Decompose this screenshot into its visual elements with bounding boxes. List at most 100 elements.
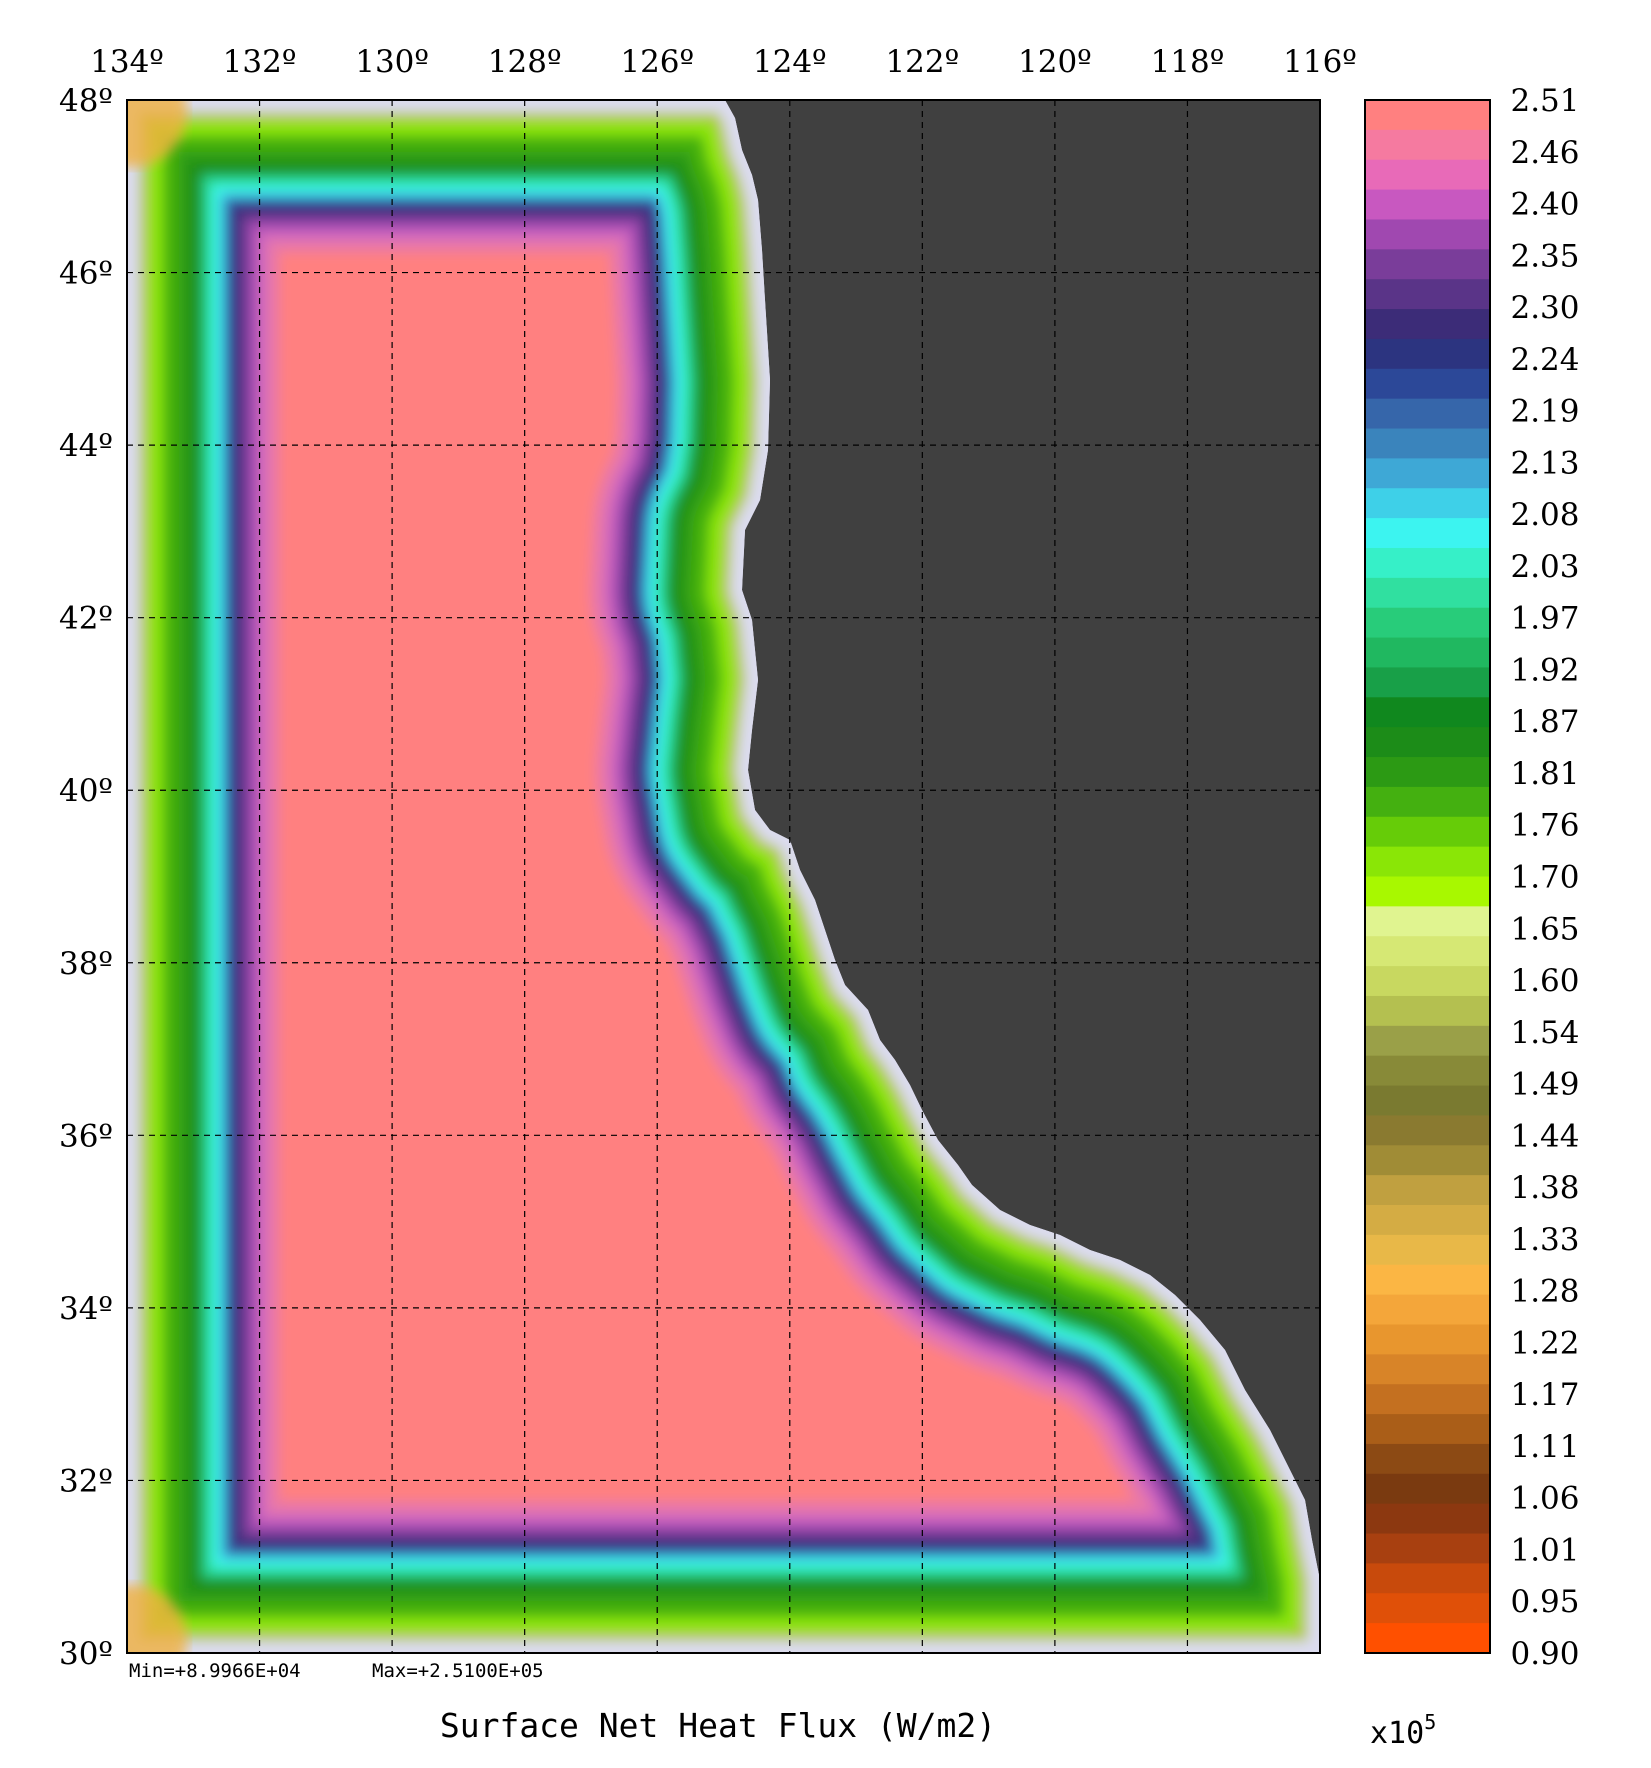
colorbar-swatch xyxy=(1365,1055,1490,1087)
map-title: Surface Net Heat Flux (W/m2) xyxy=(440,1706,996,1745)
longitude-label: 116º xyxy=(1283,44,1357,80)
colorbar-swatch xyxy=(1365,100,1490,131)
colorbar-tick-label: 1.70 xyxy=(1510,860,1579,896)
colorbar-tick-label: 1.76 xyxy=(1510,808,1579,844)
gridlines xyxy=(127,100,1320,1653)
colorbar-tick-label: 0.90 xyxy=(1510,1636,1579,1672)
colorbar-swatch xyxy=(1365,1324,1490,1355)
longitude-label: 122º xyxy=(885,44,959,80)
colorbar-swatch xyxy=(1365,727,1490,758)
min-stat: Min=+8.9966E+04 xyxy=(129,1660,301,1682)
colorbar-tick-label: 2.51 xyxy=(1510,83,1579,119)
colorbar-tick-label: 1.38 xyxy=(1510,1170,1579,1206)
latitude-label: 34º xyxy=(59,1291,113,1327)
colorbar-swatch xyxy=(1365,607,1490,639)
latitude-label: 36º xyxy=(59,1118,113,1154)
colorbar-tick-label: 1.97 xyxy=(1510,601,1579,637)
colorbar-swatch xyxy=(1365,1623,1490,1654)
colorbar-tick-label: 1.22 xyxy=(1510,1325,1579,1361)
longitude-label: 128º xyxy=(488,44,562,80)
colorbar-swatch xyxy=(1365,309,1490,340)
colorbar-scale-exponent: 5 xyxy=(1424,1710,1436,1734)
colorbar-tick-label: 1.01 xyxy=(1510,1532,1579,1568)
colorbar-tick-label: 2.46 xyxy=(1510,135,1579,171)
colorbar-swatch xyxy=(1365,1354,1490,1385)
colorbar-swatch xyxy=(1365,1294,1490,1326)
longitude-labels: 134º 132º 130º 128º 126º 124º 122º 120º 118º 116º xyxy=(90,44,1357,80)
colorbar-swatch xyxy=(1365,757,1490,788)
colorbar-swatch xyxy=(1365,786,1490,818)
colorbar-swatch xyxy=(1365,547,1490,579)
colorbar-tick-label: 2.35 xyxy=(1510,238,1579,274)
colorbar-swatch xyxy=(1365,1145,1490,1176)
latitude-label: 42º xyxy=(59,601,113,637)
colorbar-tick-label: 2.19 xyxy=(1510,394,1579,430)
colorbar-tick-label: 2.24 xyxy=(1510,342,1579,378)
longitude-label: 130º xyxy=(355,44,429,80)
colorbar-swatch xyxy=(1365,1384,1490,1415)
colorbar xyxy=(1365,100,1490,1654)
colorbar-frame xyxy=(1364,99,1491,1654)
longitude-label: 118º xyxy=(1151,44,1225,80)
colorbar-tick-label: 2.30 xyxy=(1510,290,1579,326)
colorbar-swatch xyxy=(1365,1443,1490,1475)
colorbar-tick-label: 1.49 xyxy=(1510,1067,1579,1103)
latitude-label: 32º xyxy=(59,1463,113,1499)
colorbar-swatch xyxy=(1365,906,1490,937)
colorbar-scale-base: x10 xyxy=(1370,1716,1424,1751)
colorbar-swatch xyxy=(1365,368,1490,400)
colorbar-swatch xyxy=(1365,637,1490,669)
longitude-label: 126º xyxy=(620,44,694,80)
colorbar-swatch xyxy=(1365,577,1490,609)
latitude-label: 44º xyxy=(59,428,113,464)
colorbar-swatch xyxy=(1365,936,1490,967)
corner-blend xyxy=(127,1585,187,1653)
colorbar-swatch xyxy=(1365,458,1490,489)
colorbar-tick-label: 2.08 xyxy=(1510,497,1579,533)
colorbar-tick-labels: 2.51 2.46 2.40 2.35 2.30 2.24 2.19 2.13 2.08 2.03… xyxy=(1510,83,1579,1672)
latitude-label: 48º xyxy=(59,83,113,119)
colorbar-swatch xyxy=(1365,129,1490,161)
colorbar-swatch xyxy=(1365,1533,1490,1565)
colorbar-swatch xyxy=(1365,1563,1490,1594)
colorbar-tick-label: 1.54 xyxy=(1510,1015,1579,1051)
longitude-label: 132º xyxy=(223,44,297,80)
colorbar-swatch xyxy=(1365,338,1490,370)
longitude-label: 134º xyxy=(90,44,164,80)
colorbar-tick-label: 1.11 xyxy=(1510,1429,1579,1465)
longitude-label: 124º xyxy=(753,44,827,80)
colorbar-tick-label: 1.17 xyxy=(1510,1377,1579,1413)
colorbar-swatch xyxy=(1365,966,1490,997)
colorbar-swatch xyxy=(1365,995,1490,1027)
colorbar-tick-label: 1.44 xyxy=(1510,1118,1579,1154)
latitude-label: 40º xyxy=(59,773,113,809)
colorbar-tick-label: 1.28 xyxy=(1510,1274,1579,1310)
colorbar-tick-label: 0.95 xyxy=(1510,1584,1579,1620)
colorbar-swatch xyxy=(1365,518,1490,549)
colorbar-swatch xyxy=(1365,189,1490,221)
colorbar-swatch xyxy=(1365,488,1490,519)
colorbar-tick-label: 2.40 xyxy=(1510,187,1579,223)
max-stat: Max=+2.5100E+05 xyxy=(372,1660,544,1682)
colorbar-tick-label: 1.06 xyxy=(1510,1481,1579,1517)
corner-blend xyxy=(127,100,187,167)
colorbar-swatch xyxy=(1365,697,1490,728)
colorbar-swatch xyxy=(1365,1414,1490,1445)
colorbar-swatch xyxy=(1365,1175,1490,1206)
colorbar-swatch xyxy=(1365,1205,1490,1236)
colorbar-tick-label: 1.81 xyxy=(1510,756,1579,792)
colorbar-swatch xyxy=(1365,1473,1490,1505)
longitude-label: 120º xyxy=(1018,44,1092,80)
colorbar-swatch xyxy=(1365,1115,1490,1146)
colorbar-swatch xyxy=(1365,159,1490,191)
colorbar-tick-label: 1.65 xyxy=(1510,911,1579,947)
colorbar-swatch xyxy=(1365,1503,1490,1535)
colorbar-swatch xyxy=(1365,846,1490,878)
latitude-label: 46º xyxy=(59,256,113,292)
colorbar-tick-label: 1.92 xyxy=(1510,652,1579,688)
colorbar-swatch xyxy=(1365,876,1490,907)
colorbar-swatch xyxy=(1365,1234,1490,1266)
colorbar-tick-label: 2.13 xyxy=(1510,445,1579,481)
colorbar-tick-label: 1.60 xyxy=(1510,963,1579,999)
